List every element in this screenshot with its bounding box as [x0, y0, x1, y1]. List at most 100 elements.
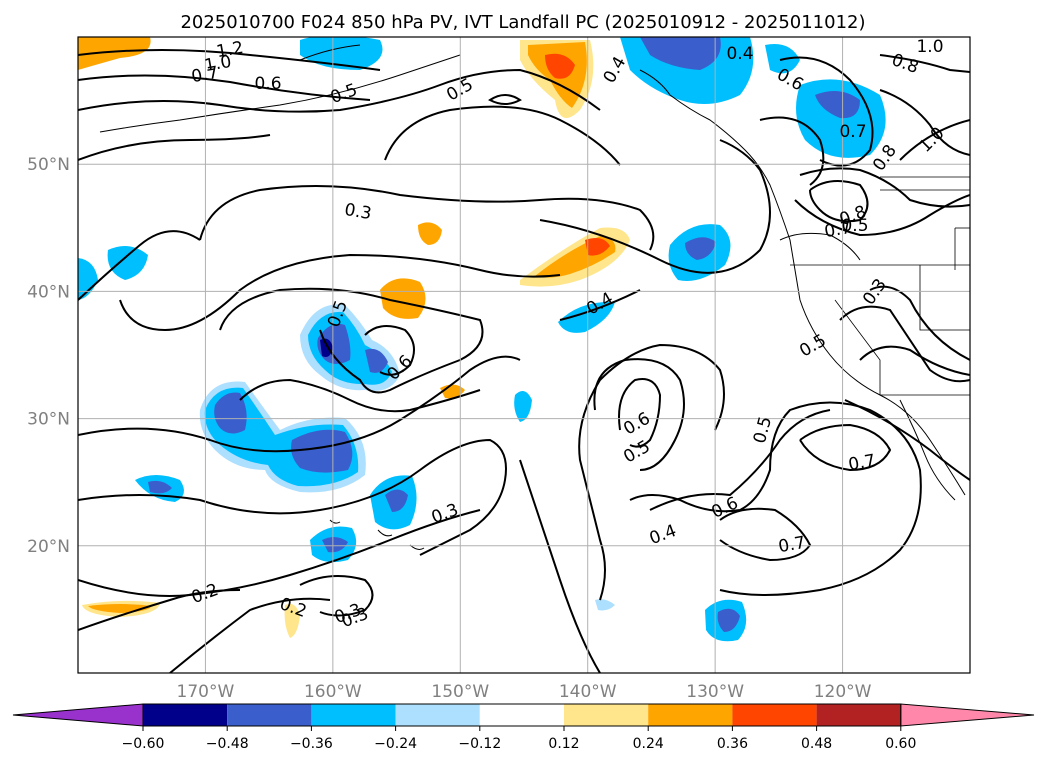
colorbar-segment	[564, 704, 649, 726]
contour-line	[78, 49, 381, 71]
graticule	[78, 37, 970, 673]
colorbar-tick-label: −0.36	[290, 736, 333, 752]
contour-label: 1.0	[916, 37, 943, 57]
contour-line	[794, 194, 970, 237]
contour-line	[78, 509, 481, 597]
shading-patch	[545, 53, 575, 79]
shading-patch	[78, 258, 98, 300]
contour-line	[839, 305, 970, 383]
colorbar-tick-label: 0.24	[633, 736, 664, 752]
coastline	[779, 232, 861, 261]
shading-patch	[78, 37, 151, 70]
shading-patch	[385, 489, 408, 512]
shading-patch	[322, 536, 348, 553]
shading-patch	[717, 608, 740, 632]
border-line	[834, 299, 881, 395]
longitude-tick-label: 140°W	[559, 682, 617, 702]
colorbar: −0.60 −0.48 −0.36 −0.24 −0.12 0.12 0.24 0.36 0.4…	[12, 703, 1035, 752]
colorbar-tick-label: 0.60	[885, 736, 916, 752]
contour-line	[78, 74, 371, 101]
border-line	[919, 265, 970, 331]
colorbar-segment	[395, 704, 480, 726]
contour-line	[364, 325, 415, 376]
colorbar-tick-label: −0.48	[206, 736, 249, 752]
contour-label: 0.4	[726, 44, 753, 64]
contour-line	[844, 399, 970, 481]
latitude-tick-label: 20°N	[27, 537, 70, 557]
contour-line	[618, 378, 662, 448]
shaded-anomaly-layer	[78, 37, 886, 642]
contour-line	[799, 167, 970, 208]
longitude-tick-label: 170°W	[177, 682, 235, 702]
contour-label: 0.7	[847, 451, 877, 475]
coastline	[99, 54, 461, 133]
longitude-tick-label: 150°W	[431, 682, 489, 702]
contour-line	[899, 119, 970, 161]
contour-line	[488, 94, 522, 105]
coastline	[899, 399, 956, 501]
contour-label: 0.6	[254, 74, 281, 94]
contour-line	[809, 180, 869, 223]
contour-line	[649, 409, 831, 511]
longitude-tick-label: 130°W	[686, 682, 744, 702]
latitude-tick-label: 40°N	[27, 282, 70, 302]
contour-line	[239, 378, 481, 413]
contour-line	[799, 423, 892, 472]
contour-line	[578, 343, 725, 601]
colorbar-tick-label: 0.48	[801, 736, 832, 752]
contour-line	[199, 185, 655, 251]
colorbar-segment	[227, 704, 312, 726]
contour-line	[539, 139, 771, 274]
shading-patch	[595, 599, 615, 611]
contour-line	[719, 507, 812, 562]
contour-line	[879, 54, 970, 73]
contour-line	[78, 230, 201, 301]
colorbar-frame	[142, 703, 902, 727]
contour-label: 1.2	[215, 38, 245, 62]
coastline	[377, 529, 393, 537]
longitude-tick-label: 120°W	[814, 682, 872, 702]
coastline	[639, 69, 966, 496]
coastline	[299, 44, 361, 61]
colorbar-segment	[816, 704, 901, 726]
shading-patch	[558, 301, 615, 333]
shading-patch	[685, 237, 716, 260]
colorbar-tick-label: 0.12	[548, 736, 579, 752]
latitude-axis: 50°N 40°N 30°N 20°N	[27, 155, 70, 557]
contour-line	[78, 134, 271, 161]
contour-line	[859, 345, 970, 376]
contour-line	[593, 358, 685, 471]
shading-patch	[585, 238, 610, 256]
map-frame	[77, 36, 971, 674]
map-panel: 1.21.00.7 0.6 0.5 0.50.40.4 0.60.80.70.50.81…	[27, 36, 971, 702]
shading-patch	[418, 222, 442, 245]
contour-line	[78, 589, 241, 631]
shading-patch	[815, 91, 860, 119]
border-layer	[790, 176, 970, 396]
contour-line	[78, 68, 601, 113]
longitude-axis: 170°W 160°W 150°W 140°W 130°W 120°W	[177, 682, 872, 702]
contour-label: 0.7	[190, 63, 220, 87]
contour-line	[119, 253, 561, 332]
contour-label: 1.0	[203, 52, 233, 76]
shading-patch	[148, 480, 172, 494]
longitude-tick-label: 160°W	[304, 682, 362, 702]
colorbar-extend-min	[12, 703, 144, 727]
contour-line	[169, 597, 331, 673]
contour-line	[879, 89, 970, 156]
shading-patch	[320, 338, 333, 357]
colorbar-tick-label: −0.60	[122, 736, 165, 752]
chart-title: 2025010700 F024 850 hPa PV, IVT Landfall…	[180, 12, 865, 33]
colorbar-segment	[143, 704, 228, 726]
colorbar-segment	[732, 704, 817, 726]
contour-line	[384, 105, 621, 166]
colorbar-segment	[479, 704, 564, 726]
coastline	[329, 519, 341, 524]
contour-line	[299, 575, 374, 617]
contour-line	[869, 285, 970, 361]
contour-label: 0.7	[777, 533, 807, 557]
contour-label: 0.3	[343, 200, 373, 224]
colorbar-extend-max	[900, 703, 1035, 727]
shading-patch	[214, 392, 247, 434]
shading-patch	[291, 429, 353, 473]
